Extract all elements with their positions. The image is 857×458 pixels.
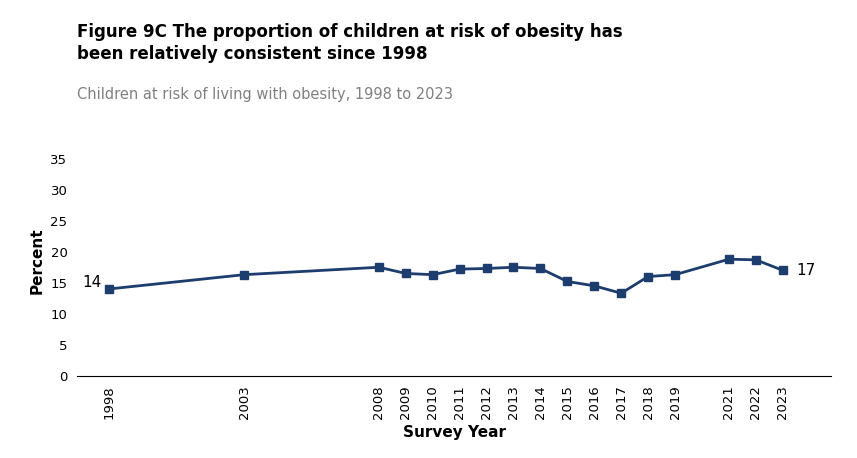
X-axis label: Survey Year: Survey Year bbox=[403, 425, 506, 440]
Text: Figure 9C The proportion of children at risk of obesity has
been relatively cons: Figure 9C The proportion of children at … bbox=[77, 23, 623, 63]
Text: 17: 17 bbox=[796, 263, 816, 278]
Text: 14: 14 bbox=[82, 275, 101, 290]
Text: Children at risk of living with obesity, 1998 to 2023: Children at risk of living with obesity,… bbox=[77, 87, 453, 102]
Y-axis label: Percent: Percent bbox=[30, 228, 45, 294]
